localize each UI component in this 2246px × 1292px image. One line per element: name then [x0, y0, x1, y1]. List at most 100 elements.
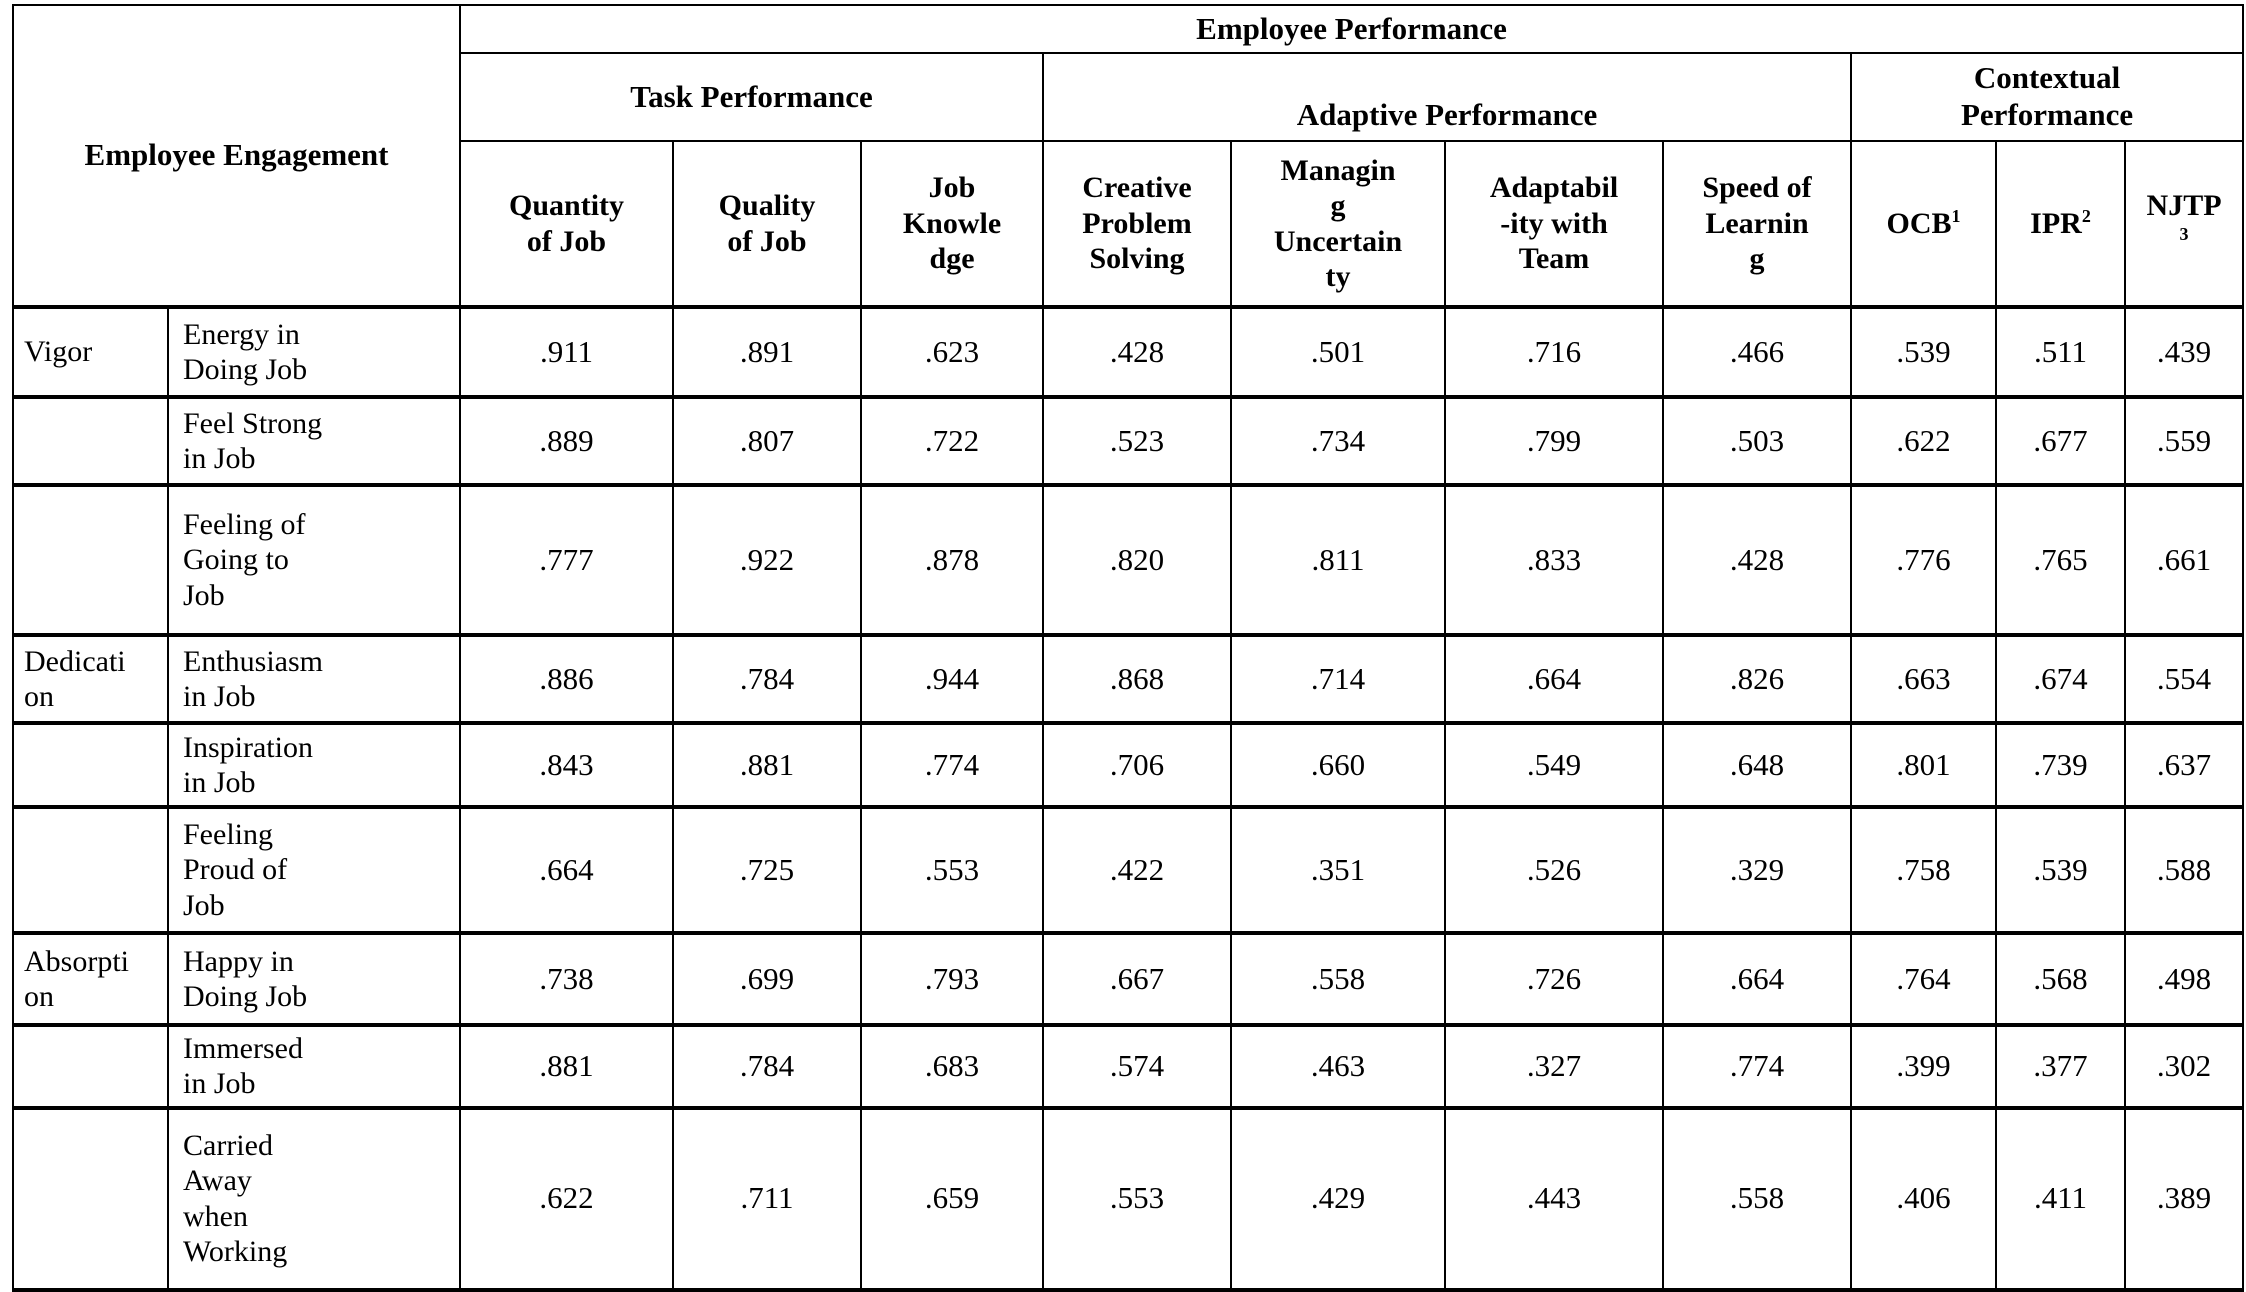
value-cell: .554: [2124, 633, 2245, 724]
engagement-item-cell: Feeling of Going to Job: [166, 483, 462, 636]
value-cell: .843: [459, 721, 675, 808]
value-cell: .820: [1042, 483, 1233, 636]
value-cell: .711: [672, 1105, 863, 1292]
value-cell: .663: [1850, 633, 1998, 724]
value-cell: .833: [1444, 483, 1665, 636]
value-cell: .738: [459, 931, 675, 1026]
value-cell: .826: [1662, 633, 1853, 724]
value-cell: .811: [1230, 483, 1447, 636]
col-header-speed-of-learning: Speed of Learnin g: [1662, 140, 1853, 308]
table-row-inspiration-in-job: Inspiration in Job .843 .881 .774 .706 .…: [12, 721, 2245, 808]
value-cell: .389: [2124, 1105, 2245, 1292]
engagement-group-cell: [12, 1023, 169, 1109]
value-cell: .428: [1662, 483, 1853, 636]
value-cell: .568: [1995, 931, 2127, 1026]
value-cell: .553: [1042, 1105, 1233, 1292]
engagement-group-cell: [12, 1105, 169, 1292]
adaptive-performance-header: Adaptive Performance: [1042, 52, 1853, 142]
col-header-creative-problem-solving: Creative Problem Solving: [1042, 140, 1233, 308]
engagement-item-cell: Feeling Proud of Job: [166, 805, 462, 934]
table-row-feel-strong-in-job: Feel Strong in Job .889 .807 .722 .523 .…: [12, 395, 2245, 486]
col-header-job-knowledge: Job Knowle dge: [860, 140, 1045, 308]
value-cell: .623: [860, 305, 1045, 398]
value-cell: .501: [1230, 305, 1447, 398]
value-cell: .622: [459, 1105, 675, 1292]
col-header-ocb: OCB1: [1850, 140, 1998, 308]
engagement-performance-correlation-table: Employee Engagement Employee Performance…: [11, 4, 2245, 1292]
value-cell: .799: [1444, 395, 1665, 486]
ocb-footnote-marker: 1: [1951, 205, 1961, 226]
value-cell: .553: [860, 805, 1045, 934]
value-cell: .664: [1444, 633, 1665, 724]
value-cell: .807: [672, 395, 863, 486]
value-cell: .511: [1995, 305, 2127, 398]
contextual-performance-header: Contextual Performance: [1850, 52, 2245, 142]
value-cell: .714: [1230, 633, 1447, 724]
value-cell: .716: [1444, 305, 1665, 398]
value-cell: .498: [2124, 931, 2245, 1026]
value-cell: .523: [1042, 395, 1233, 486]
value-cell: .758: [1850, 805, 1998, 934]
value-cell: .399: [1850, 1023, 1998, 1109]
value-cell: .777: [459, 483, 675, 636]
engagement-group-cell: [12, 395, 169, 486]
value-cell: .922: [672, 483, 863, 636]
engagement-item-cell: Immersed in Job: [166, 1023, 462, 1109]
value-cell: .784: [672, 633, 863, 724]
value-cell: .406: [1850, 1105, 1998, 1292]
value-cell: .439: [2124, 305, 2245, 398]
value-cell: .739: [1995, 721, 2127, 808]
value-cell: .784: [672, 1023, 863, 1109]
value-cell: .622: [1850, 395, 1998, 486]
task-performance-header: Task Performance: [459, 52, 1045, 142]
table-row-carried-away-when-working: Carried Away when Working .622 .711 .659…: [12, 1105, 2245, 1292]
engagement-group-cell: Dedicati on: [12, 633, 169, 724]
value-cell: .377: [1995, 1023, 2127, 1109]
engagement-group-cell: Vigor: [12, 305, 169, 398]
value-cell: .706: [1042, 721, 1233, 808]
value-cell: .667: [1042, 931, 1233, 1026]
value-cell: .503: [1662, 395, 1853, 486]
col-header-njtp-label: NJTP: [2146, 189, 2222, 223]
value-cell: .466: [1662, 305, 1853, 398]
ipr-footnote-marker: 2: [2081, 205, 2091, 226]
value-cell: .588: [2124, 805, 2245, 934]
col-header-ipr-label: IPR: [2030, 206, 2082, 240]
value-cell: .725: [672, 805, 863, 934]
value-cell: .722: [860, 395, 1045, 486]
value-cell: .881: [459, 1023, 675, 1109]
value-cell: .674: [1995, 633, 2127, 724]
njtp-footnote-marker: 3: [2179, 223, 2189, 244]
value-cell: .734: [1230, 395, 1447, 486]
value-cell: .664: [1662, 931, 1853, 1026]
value-cell: .664: [459, 805, 675, 934]
employee-performance-header: Employee Performance: [459, 4, 2245, 54]
value-cell: .329: [1662, 805, 1853, 934]
value-cell: .765: [1995, 483, 2127, 636]
engagement-item-cell: Inspiration in Job: [166, 721, 462, 808]
col-header-njtp: NJTP 3: [2124, 140, 2245, 308]
engagement-group-cell: [12, 721, 169, 808]
value-cell: .944: [860, 633, 1045, 724]
value-cell: .659: [860, 1105, 1045, 1292]
col-header-quality-of-job: Quality of Job: [672, 140, 863, 308]
value-cell: .422: [1042, 805, 1233, 934]
value-cell: .574: [1042, 1023, 1233, 1109]
engagement-group-cell: Absorpti on: [12, 931, 169, 1026]
engagement-item-cell: Carried Away when Working: [166, 1105, 462, 1292]
value-cell: .411: [1995, 1105, 2127, 1292]
employee-engagement-header: Employee Engagement: [11, 4, 462, 308]
engagement-item-cell: Happy in Doing Job: [166, 931, 462, 1026]
value-cell: .699: [672, 931, 863, 1026]
value-cell: .558: [1230, 931, 1447, 1026]
value-cell: .683: [860, 1023, 1045, 1109]
col-header-ocb-label: OCB: [1886, 206, 1952, 240]
table-row-immersed-in-job: Immersed in Job .881 .784 .683 .574 .463…: [12, 1023, 2245, 1109]
value-cell: .776: [1850, 483, 1998, 636]
table-row-energy-in-doing-job: Vigor Energy in Doing Job .911 .891 .623…: [12, 305, 2245, 398]
value-cell: .878: [860, 483, 1045, 636]
engagement-item-cell: Energy in Doing Job: [166, 305, 462, 398]
header-row-groups: Task Performance Adaptive Performance Co…: [13, 52, 2245, 142]
value-cell: .559: [2124, 395, 2245, 486]
value-cell: .463: [1230, 1023, 1447, 1109]
